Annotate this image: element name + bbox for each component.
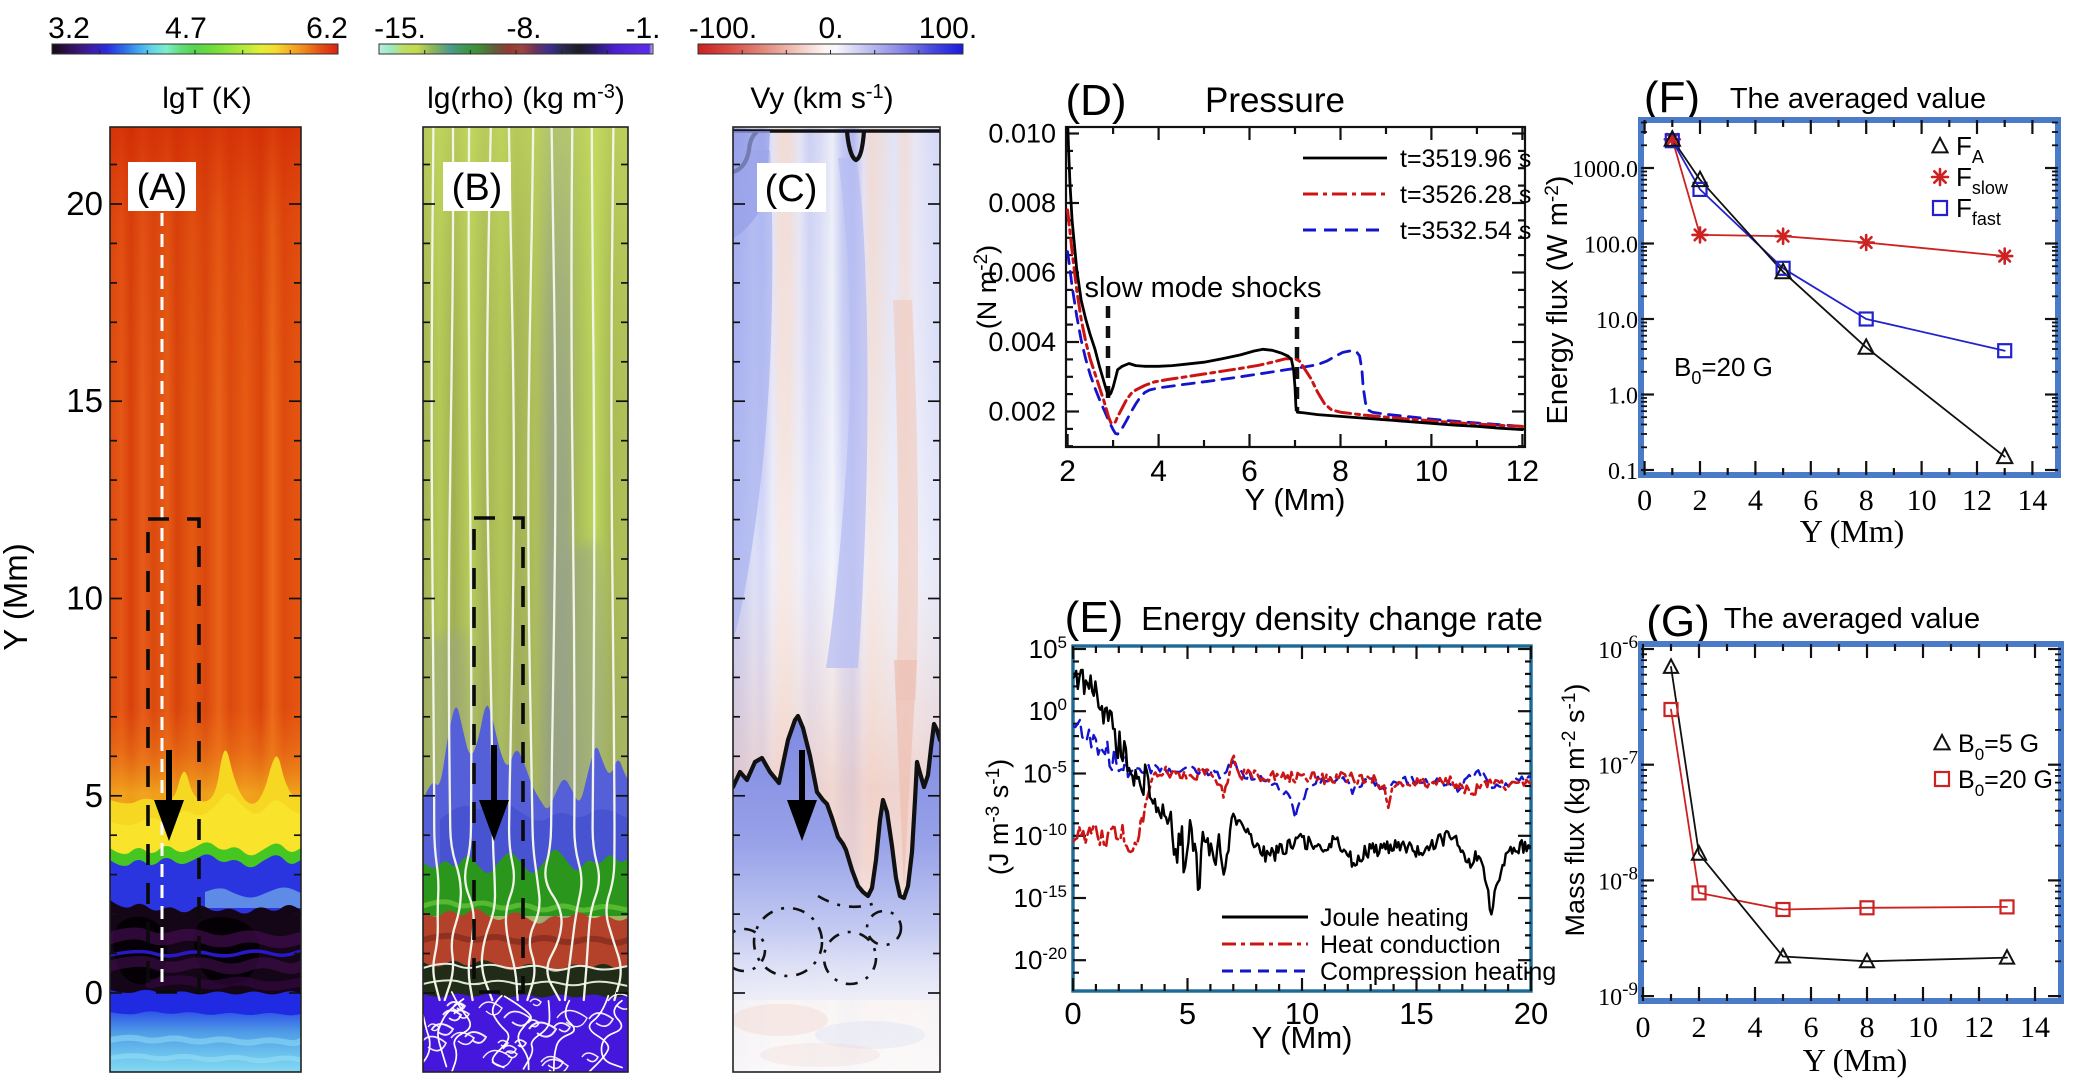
svg-text:0.: 0. (818, 12, 843, 45)
svg-text:12: 12 (1506, 455, 1539, 488)
svg-text:t=3532.54 s: t=3532.54 s (1400, 217, 1531, 245)
svg-text:6.2: 6.2 (306, 12, 348, 45)
svg-text:Joule heating: Joule heating (1320, 904, 1469, 932)
svg-text:lg(rho) (kg m-3): lg(rho) (kg m-3) (427, 81, 625, 115)
svg-text:(E): (E) (1065, 593, 1124, 642)
svg-text:(D): (D) (1065, 76, 1126, 125)
svg-text:10: 10 (1285, 996, 1319, 1031)
svg-text:8: 8 (1332, 455, 1349, 488)
svg-text:1000.0: 1000.0 (1572, 157, 1638, 183)
svg-text:6: 6 (1803, 484, 1818, 517)
svg-text:100.0: 100.0 (1584, 233, 1638, 259)
svg-text:20: 20 (1514, 996, 1548, 1031)
svg-text:Energy density change rate: Energy density change rate (1141, 600, 1543, 637)
svg-text:2: 2 (1059, 455, 1076, 488)
svg-text:10: 10 (1908, 1011, 1938, 1044)
svg-text:0.002: 0.002 (988, 397, 1056, 427)
svg-text:Y (Mm): Y (Mm) (1251, 1020, 1352, 1055)
svg-text:5: 5 (85, 777, 103, 814)
svg-text:105: 105 (1029, 633, 1067, 664)
svg-text:0.010: 0.010 (988, 119, 1056, 149)
svg-text:15: 15 (1399, 996, 1433, 1031)
svg-text:Mass flux (kg m-2 s-1): Mass flux (kg m-2 s-1) (1559, 684, 1590, 937)
svg-text:4.7: 4.7 (165, 12, 207, 45)
svg-text:(J m-3 s-1): (J m-3 s-1) (983, 759, 1014, 875)
svg-text:12: 12 (1964, 1011, 1994, 1044)
svg-text:-15.: -15. (374, 12, 426, 45)
svg-text:B0=20 G: B0=20 G (1958, 766, 2053, 800)
svg-text:0.1: 0.1 (1608, 459, 1638, 485)
svg-text:100.: 100. (919, 12, 977, 45)
svg-text:100: 100 (1029, 695, 1067, 726)
svg-text:10-5: 10-5 (1023, 758, 1067, 789)
svg-text:10: 10 (66, 580, 103, 617)
svg-text:10-9: 10-9 (1598, 979, 1638, 1011)
svg-text:(B): (B) (452, 167, 503, 209)
svg-text:(C): (C) (765, 168, 818, 210)
svg-text:12: 12 (1962, 484, 1992, 517)
svg-text:3.2: 3.2 (48, 12, 90, 45)
svg-text:10-8: 10-8 (1598, 863, 1638, 895)
svg-text:t=3526.28 s: t=3526.28 s (1400, 181, 1531, 209)
svg-text:(A): (A) (137, 167, 188, 209)
svg-text:20: 20 (66, 185, 103, 222)
svg-text:0.004: 0.004 (988, 327, 1056, 357)
svg-text:10.0: 10.0 (1596, 308, 1638, 334)
svg-text:Heat conduction: Heat conduction (1320, 931, 1501, 959)
svg-text:14: 14 (2017, 484, 2047, 517)
svg-text:4: 4 (1748, 1011, 1763, 1044)
svg-text:lgT (K): lgT (K) (162, 82, 251, 115)
svg-text:10-10: 10-10 (1014, 820, 1068, 851)
svg-text:8: 8 (1860, 1011, 1875, 1044)
svg-text:10-6: 10-6 (1598, 632, 1638, 664)
svg-text:15: 15 (66, 382, 103, 419)
svg-text:B0=5 G: B0=5 G (1958, 730, 2039, 764)
svg-text:0: 0 (1064, 996, 1081, 1031)
svg-text:10: 10 (1415, 455, 1448, 488)
svg-text:8: 8 (1859, 484, 1874, 517)
svg-text:10-7: 10-7 (1598, 748, 1638, 780)
svg-text:4: 4 (1150, 455, 1167, 488)
svg-text:0: 0 (85, 974, 103, 1011)
svg-text:10-15: 10-15 (1014, 882, 1068, 913)
svg-text:Energy flux (W m-2): Energy flux (W m-2) (1542, 176, 1574, 425)
svg-text:Pressure: Pressure (1205, 81, 1345, 120)
svg-text:10-20: 10-20 (1014, 944, 1068, 975)
svg-text:0: 0 (1636, 1011, 1651, 1044)
svg-text:0.006: 0.006 (988, 258, 1056, 288)
svg-text:(G): (G) (1646, 597, 1710, 646)
svg-text:Y (Mm): Y (Mm) (0, 543, 34, 651)
svg-text:0: 0 (1637, 484, 1652, 517)
svg-text:Ffast: Ffast (1956, 193, 2001, 229)
svg-text:B0=20 G: B0=20 G (1674, 352, 1773, 388)
svg-text:Y (Mm): Y (Mm) (1800, 513, 1905, 549)
svg-text:2: 2 (1693, 484, 1708, 517)
svg-text:6: 6 (1804, 1011, 1819, 1044)
svg-text:5: 5 (1179, 996, 1196, 1031)
svg-text:Y (Mm): Y (Mm) (1244, 482, 1345, 517)
svg-text:-8.: -8. (506, 12, 541, 45)
svg-text:(F): (F) (1644, 73, 1700, 122)
svg-text:t=3519.96 s: t=3519.96 s (1400, 145, 1531, 173)
svg-text:4: 4 (1748, 484, 1763, 517)
svg-text:slow mode shocks: slow mode shocks (1085, 272, 1322, 304)
svg-text:6: 6 (1241, 455, 1258, 488)
svg-text:0.008: 0.008 (988, 188, 1056, 218)
svg-text:Y (Mm): Y (Mm) (1803, 1042, 1908, 1078)
svg-text:Compression heating: Compression heating (1320, 958, 1556, 986)
svg-text:-1.: -1. (625, 12, 660, 45)
svg-text:Vy (km s-1): Vy (km s-1) (750, 81, 893, 115)
svg-text:The averaged value: The averaged value (1724, 603, 1980, 635)
svg-text:2: 2 (1692, 1011, 1707, 1044)
svg-text:10: 10 (1907, 484, 1937, 517)
svg-text:The averaged value: The averaged value (1730, 83, 1986, 115)
svg-text:14: 14 (2020, 1011, 2050, 1044)
svg-text:-100.: -100. (689, 12, 757, 45)
svg-text:1.0: 1.0 (1608, 384, 1638, 410)
